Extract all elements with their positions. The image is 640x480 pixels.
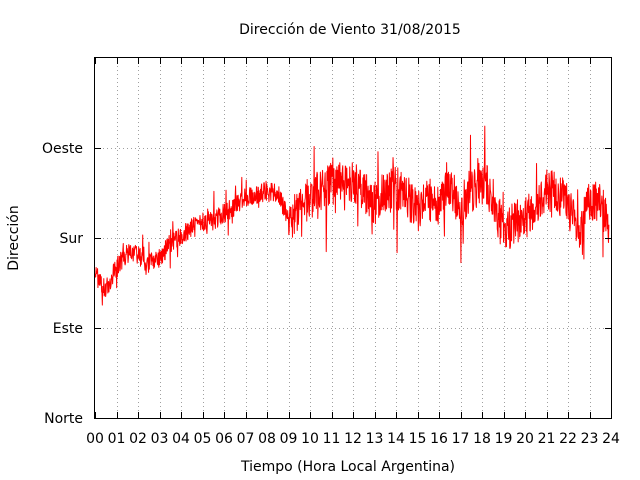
y-tick-label: Norte [44, 411, 83, 427]
x-tick-label: 18 [473, 431, 491, 447]
x-tick-label: 21 [538, 431, 556, 447]
x-tick-label: 20 [516, 431, 534, 447]
x-tick-label: 22 [559, 431, 577, 447]
y-axis-label: Dirección [6, 205, 22, 270]
y-tick-label: Este [53, 321, 83, 337]
x-tick-label: 09 [280, 431, 298, 447]
tick-marks [95, 58, 612, 419]
x-tick-label: 08 [258, 431, 276, 447]
chart-title: Dirección de Viento 31/08/2015 [239, 22, 461, 38]
series-layer [94, 125, 610, 306]
y-tick-label: Oeste [42, 141, 83, 157]
x-tick-label: 06 [215, 431, 233, 447]
plot-frame [94, 57, 612, 419]
x-tick-label: 12 [344, 431, 362, 447]
x-tick-label: 13 [366, 431, 384, 447]
x-tick-label: 02 [129, 431, 147, 447]
x-tick-label: 15 [409, 431, 427, 447]
x-tick-label: 14 [387, 431, 405, 447]
x-tick-label: 19 [495, 431, 513, 447]
y-tick-label: Sur [59, 231, 83, 247]
x-tick-label: 11 [323, 431, 341, 447]
x-tick-label: 10 [301, 431, 319, 447]
x-tick-label: 16 [430, 431, 448, 447]
x-axis-label: Tiempo (Hora Local Argentina) [240, 459, 455, 475]
x-tick-label: 07 [237, 431, 255, 447]
series-line [94, 125, 610, 306]
x-tick-label: 24 [602, 431, 620, 447]
x-tick-label: 01 [108, 431, 126, 447]
x-tick-label: 03 [151, 431, 169, 447]
tick-labels: 00 01 02 03 04 05 06 07 08 09 10 11 12 13 14 15 16 17 18 19… [42, 141, 620, 447]
x-tick-label: 17 [452, 431, 470, 447]
x-tick-label: 00 [86, 431, 104, 447]
x-tick-label: 23 [581, 431, 599, 447]
x-tick-label: 04 [172, 431, 190, 447]
x-tick-label: 05 [194, 431, 212, 447]
